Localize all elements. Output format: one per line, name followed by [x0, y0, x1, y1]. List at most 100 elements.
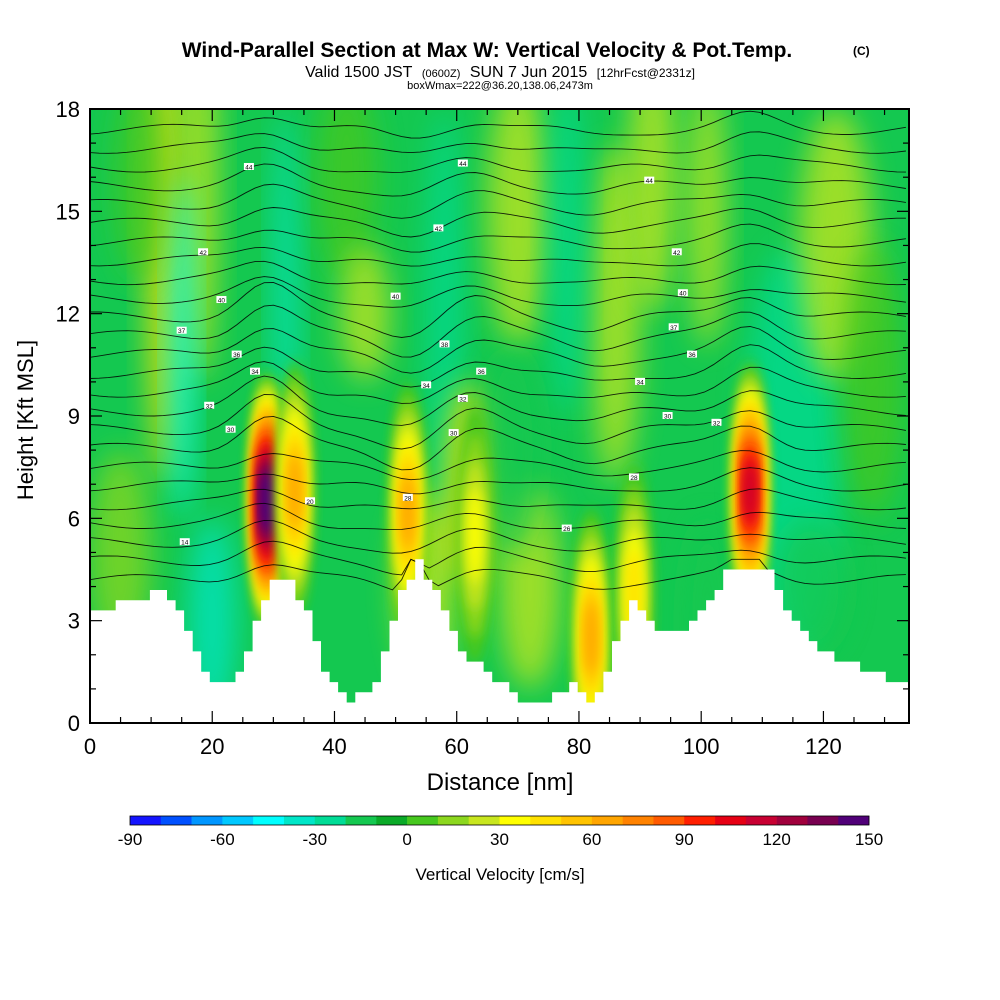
theta-contour-line	[90, 519, 906, 554]
contour-label: 26	[563, 526, 571, 533]
contour-label-bg	[448, 429, 459, 437]
colorbar-swatch	[191, 816, 223, 825]
colorbar-tick-label: -30	[302, 830, 327, 849]
contour-label-bg	[216, 296, 227, 304]
theta-contour-line	[90, 163, 906, 197]
colorbar-tick-label: -60	[210, 830, 235, 849]
x-tick-label: 80	[567, 734, 591, 759]
terrain-mask	[90, 559, 909, 723]
x-tick-label: 100	[683, 734, 720, 759]
contour-label-bg	[250, 367, 261, 375]
updraft-core	[467, 487, 483, 583]
chart-title: Wind-Parallel Section at Max W: Vertical…	[182, 39, 793, 62]
colorbar-swatch	[745, 816, 777, 825]
contour-label-bg	[644, 176, 655, 184]
contour-label: 42	[199, 250, 207, 257]
contour-label: 38	[441, 342, 449, 349]
contour-label-bg	[225, 425, 236, 433]
x-tick-labels: 0 20 40 60 80 100 120	[84, 734, 842, 759]
theta-contour-line	[90, 276, 906, 308]
y-tick-label: 9	[68, 404, 80, 429]
velocity-region	[316, 109, 378, 280]
colorbar-swatch	[437, 816, 470, 825]
contour-label: 32	[713, 420, 721, 427]
colorbar-swatch	[468, 816, 500, 825]
theta-contour-line	[90, 110, 906, 139]
colorbar-swatch	[130, 816, 162, 825]
y-axis-label: Height [Kft MSL]	[13, 340, 38, 500]
contour-label-bg	[390, 292, 401, 300]
contour-label-bg	[439, 340, 450, 348]
updraft-core	[744, 461, 756, 521]
contour-label: 42	[673, 250, 681, 257]
contour-label: 30	[664, 414, 672, 421]
velocity-region	[340, 245, 390, 382]
colorbar-swatch	[222, 816, 254, 825]
contour-label: 34	[636, 379, 644, 386]
colorbar-tick-label: 60	[582, 830, 601, 849]
contour-label: 30	[227, 427, 235, 434]
contour-label: 44	[245, 164, 253, 171]
y-tick-label: 15	[56, 199, 80, 224]
colorbar-swatch	[160, 816, 192, 825]
colorbar-swatch	[807, 816, 839, 825]
theta-contour-line	[90, 207, 906, 238]
contour-label-bg	[711, 418, 722, 426]
theta-contour-line	[90, 540, 906, 576]
velocity-region	[591, 143, 641, 485]
colorbar-swatch	[314, 816, 346, 825]
subtitle-valid: Valid 1500 JST	[305, 64, 413, 81]
velocity-field	[90, 109, 903, 723]
contour-label: 30	[450, 431, 458, 438]
theta-contour-line	[90, 450, 906, 481]
colorbar-swatch	[407, 816, 439, 825]
colorbar-swatch	[530, 816, 562, 825]
colorbar-swatch	[591, 816, 623, 825]
contour-label-bg	[305, 497, 316, 505]
theta-contours	[90, 110, 906, 591]
theta-contour-line	[90, 467, 906, 495]
contour-label-bg	[402, 493, 413, 501]
x-tick-label: 60	[444, 734, 468, 759]
contour-label: 32	[459, 396, 467, 403]
contour-label-bg	[433, 224, 444, 232]
colorbar-swatch	[622, 816, 654, 825]
contour-label-bg	[687, 350, 698, 358]
subtitle-date: SUN 7 Jun 2015	[470, 64, 588, 81]
velocity-region	[548, 109, 586, 416]
x-tick-label: 120	[805, 734, 842, 759]
contour-label: 37	[670, 325, 678, 332]
contour-label: 40	[392, 294, 400, 301]
theta-contour-line	[90, 488, 906, 511]
contour-label: 32	[206, 403, 214, 410]
contour-label: 34	[251, 369, 259, 376]
contour-label: 28	[630, 475, 638, 482]
y-tick-label: 12	[56, 302, 80, 327]
contour-label-bg	[457, 394, 468, 402]
velocity-region	[627, 109, 677, 314]
contour-label: 34	[423, 383, 431, 390]
y-tick-label: 0	[68, 711, 80, 736]
theta-contour-line	[90, 361, 906, 404]
colorbar-tick-label: 90	[675, 830, 694, 849]
colorbar-tick-labels: -90 -60 -30 0 30 60 90 120 150	[118, 830, 883, 849]
contour-label: 40	[218, 298, 226, 305]
colorbar-label: Vertical Velocity [cm/s]	[415, 865, 584, 884]
velocity-region	[169, 177, 194, 519]
contour-label-bg	[243, 162, 254, 170]
colorbar-swatch	[776, 816, 808, 825]
theta-contour-line	[90, 375, 906, 426]
x-tick-label: 20	[200, 734, 224, 759]
colorbar-tick-label: 150	[855, 830, 883, 849]
contour-label: 20	[306, 499, 314, 506]
x-tick-label: 40	[322, 734, 346, 759]
contour-label-bg	[421, 381, 432, 389]
plot-area: 14 30 32 34 36 37 40 42 44 20 28 30 32 34 36 38 40 42 44 26…	[90, 109, 909, 723]
contour-label-bg	[662, 412, 673, 419]
y-tick-label: 6	[68, 506, 80, 531]
updraft-core	[288, 455, 301, 527]
updraft-core	[585, 602, 598, 674]
contour-label: 44	[459, 161, 467, 168]
contour-label: 42	[435, 226, 443, 233]
